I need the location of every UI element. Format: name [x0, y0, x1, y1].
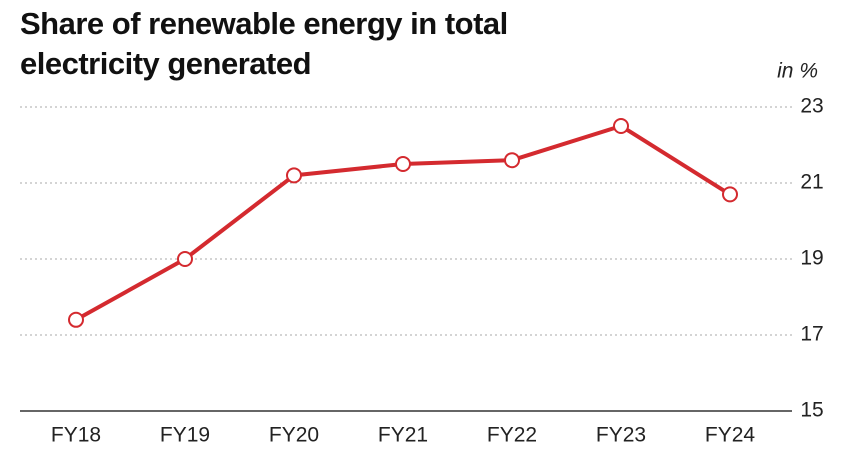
x-tick-label: FY23	[596, 424, 646, 447]
x-tick-label: FY21	[378, 424, 428, 447]
x-tick-label: FY24	[705, 424, 756, 447]
marker	[504, 152, 520, 169]
marker	[395, 156, 411, 172]
x-tick-label: FY18	[51, 424, 101, 447]
x-tick-label: FY19	[160, 424, 210, 447]
marker	[286, 167, 302, 184]
y-tick-label: 21	[800, 171, 823, 194]
line	[75, 124, 732, 322]
y-tick-label: 15	[800, 399, 823, 422]
marker	[613, 118, 629, 134]
y-axis-label: in %	[777, 60, 818, 83]
marker	[177, 251, 193, 267]
marker	[722, 186, 738, 203]
y-tick-label: 17	[800, 323, 823, 346]
x-tick-label: FY22	[487, 424, 537, 447]
y-tick-label: 19	[800, 247, 823, 270]
y-tick-label: 23	[800, 95, 823, 118]
marker	[68, 311, 84, 328]
chart-title: Share of renewable energy in total elect…	[20, 6, 508, 81]
x-tick-label: FY20	[269, 424, 319, 447]
